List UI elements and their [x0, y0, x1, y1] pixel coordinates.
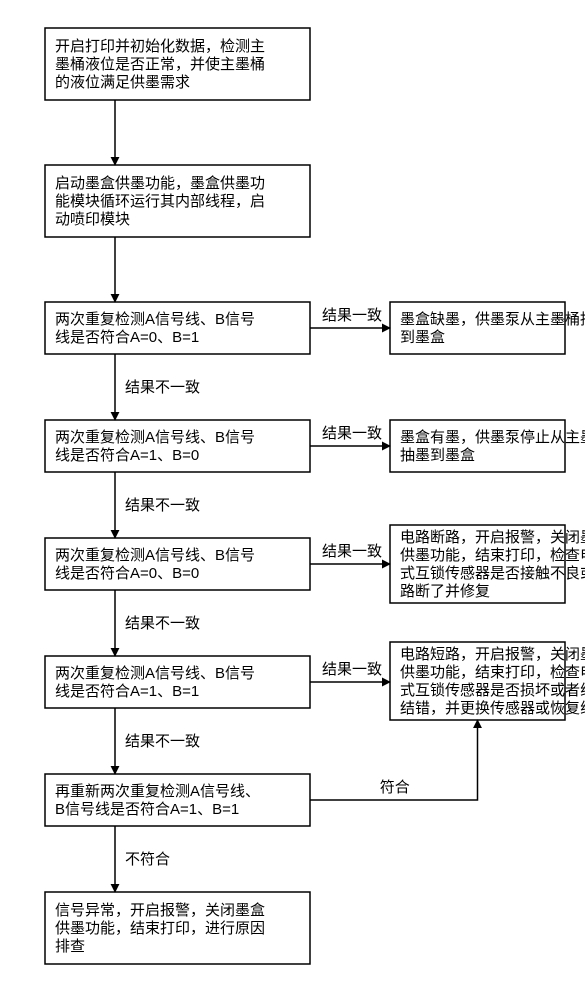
- flow-node-n4r: [390, 420, 565, 472]
- flow-node-text: 结错，并更换传感器或恢复线路: [400, 699, 585, 717]
- flow-node-text: 再重新两次重复检测A信号线、: [55, 782, 260, 800]
- flow-node-text: 的液位满足供墨需求: [55, 74, 190, 91]
- flow-edge-label: 结果一致: [322, 543, 382, 560]
- flow-node-text: 信号异常，开启报警，关闭墨盒: [55, 902, 265, 919]
- flow-node-text: 墨盒有墨，供墨泵停止从主墨桶: [400, 429, 585, 446]
- flow-node-text: 墨桶液位是否正常，并使主墨桶: [55, 56, 265, 73]
- flow-node-text: 两次重复检测A信号线、B信号: [55, 428, 255, 446]
- flow-node-n5: [45, 538, 310, 590]
- flow-edge-label: 符合: [380, 779, 410, 796]
- flow-node-text: 动喷印模块: [55, 211, 130, 228]
- flow-node-text: 线是否符合A=1、B=1: [55, 683, 199, 700]
- flow-node-text: 路断了并修复: [400, 582, 490, 600]
- flow-edge-label: 结果一致: [322, 425, 382, 442]
- flow-node-text: 两次重复检测A信号线、B信号: [55, 310, 255, 328]
- flow-node-n3: [45, 302, 310, 354]
- flow-edge-label: 结果不一致: [125, 379, 200, 396]
- flow-node-text: 开启打印并初始化数据，检测主: [55, 38, 265, 55]
- flow-node-n6: [45, 656, 310, 708]
- flow-node-n3r: [390, 302, 565, 354]
- flow-node-text: 两次重复检测A信号线、B信号: [55, 546, 255, 564]
- flow-node-text: 电路短路，开启报警，关闭墨盒: [400, 646, 585, 663]
- flow-node-text: 供墨功能，结束打印，检查电容: [400, 664, 585, 681]
- flow-node-text: 到墨盒: [400, 329, 445, 346]
- flow-node-text: 电路断路，开启报警，关闭墨盒: [400, 529, 585, 546]
- flow-node-n4: [45, 420, 310, 472]
- flow-edge-label: 结果一致: [322, 307, 382, 324]
- flow-node-text: B信号线是否符合A=1、B=1: [55, 801, 239, 818]
- flow-edge-label: 结果不一致: [125, 733, 200, 750]
- flow-node-text: 式互锁传感器是否损坏或者线路: [400, 682, 585, 699]
- flow-node-n7: [45, 774, 310, 826]
- flowchart-canvas: 开启打印并初始化数据，检测主墨桶液位是否正常，并使主墨桶的液位满足供墨需求启动墨…: [0, 0, 585, 1000]
- flow-node-text: 线是否符合A=1、B=0: [55, 447, 199, 464]
- flow-node-text: 式互锁传感器是否接触不良或电: [400, 565, 585, 582]
- flow-node-text: 线是否符合A=0、B=1: [55, 329, 199, 346]
- flow-node-text: 两次重复检测A信号线、B信号: [55, 664, 255, 682]
- flow-node-text: 抽墨到墨盒: [400, 447, 475, 464]
- flow-edge-label: 结果不一致: [125, 497, 200, 514]
- flow-node-text: 墨盒缺墨，供墨泵从主墨桶抽墨: [400, 311, 585, 328]
- flow-node-text: 供墨功能，结束打印，检查电容: [400, 547, 585, 564]
- flow-node-text: 排查: [55, 938, 85, 955]
- flow-node-text: 启动墨盒供墨功能，墨盒供墨功: [55, 175, 265, 192]
- flow-edge-label: 不符合: [125, 851, 170, 868]
- flow-node-text: 线是否符合A=0、B=0: [55, 565, 199, 582]
- flow-node-text: 供墨功能，结束打印，进行原因: [55, 920, 265, 937]
- flow-edge-label: 结果不一致: [125, 615, 200, 632]
- flow-node-text: 能模块循环运行其内部线程，启: [55, 193, 265, 210]
- flow-edge-label: 结果一致: [322, 661, 382, 678]
